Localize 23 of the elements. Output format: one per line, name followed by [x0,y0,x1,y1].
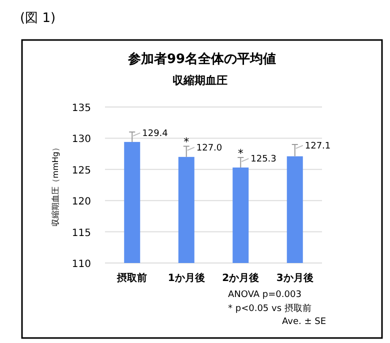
text: Ave. ± SE [282,317,326,327]
data-label: 129.4 [142,128,168,139]
y-tick-label: 130 [72,134,91,146]
x-tick-label: 2か月後 [222,272,260,284]
x-tick-label: 1か月後 [168,272,205,284]
text: ANOVA p=0.003 [228,290,302,300]
y-axis-title: 収縮期血圧（mmHg） [51,144,60,226]
data-label: 127.1 [304,141,331,152]
x-tick-label: 3か月後 [276,272,314,284]
x-tick-label: 摂取前 [116,272,148,284]
data-label: 125.3 [250,154,276,165]
annotation: * [238,146,244,160]
annotation: * [184,136,190,149]
y-tick-label: 135 [72,103,91,114]
y-tick-label: 110 [72,259,91,270]
y-tick-label: 115 [72,228,91,239]
data-label: 127.0 [196,143,222,154]
text: (図 1) [20,11,56,26]
chart-subtitle: 収縮期血圧 [172,74,228,87]
y-tick-label: 120 [72,196,91,208]
text: * p<0.05 vs 摂取前 [228,303,312,314]
chart-title: 参加者99名全体の平均値 [126,51,276,67]
y-tick-label: 125 [72,165,91,176]
